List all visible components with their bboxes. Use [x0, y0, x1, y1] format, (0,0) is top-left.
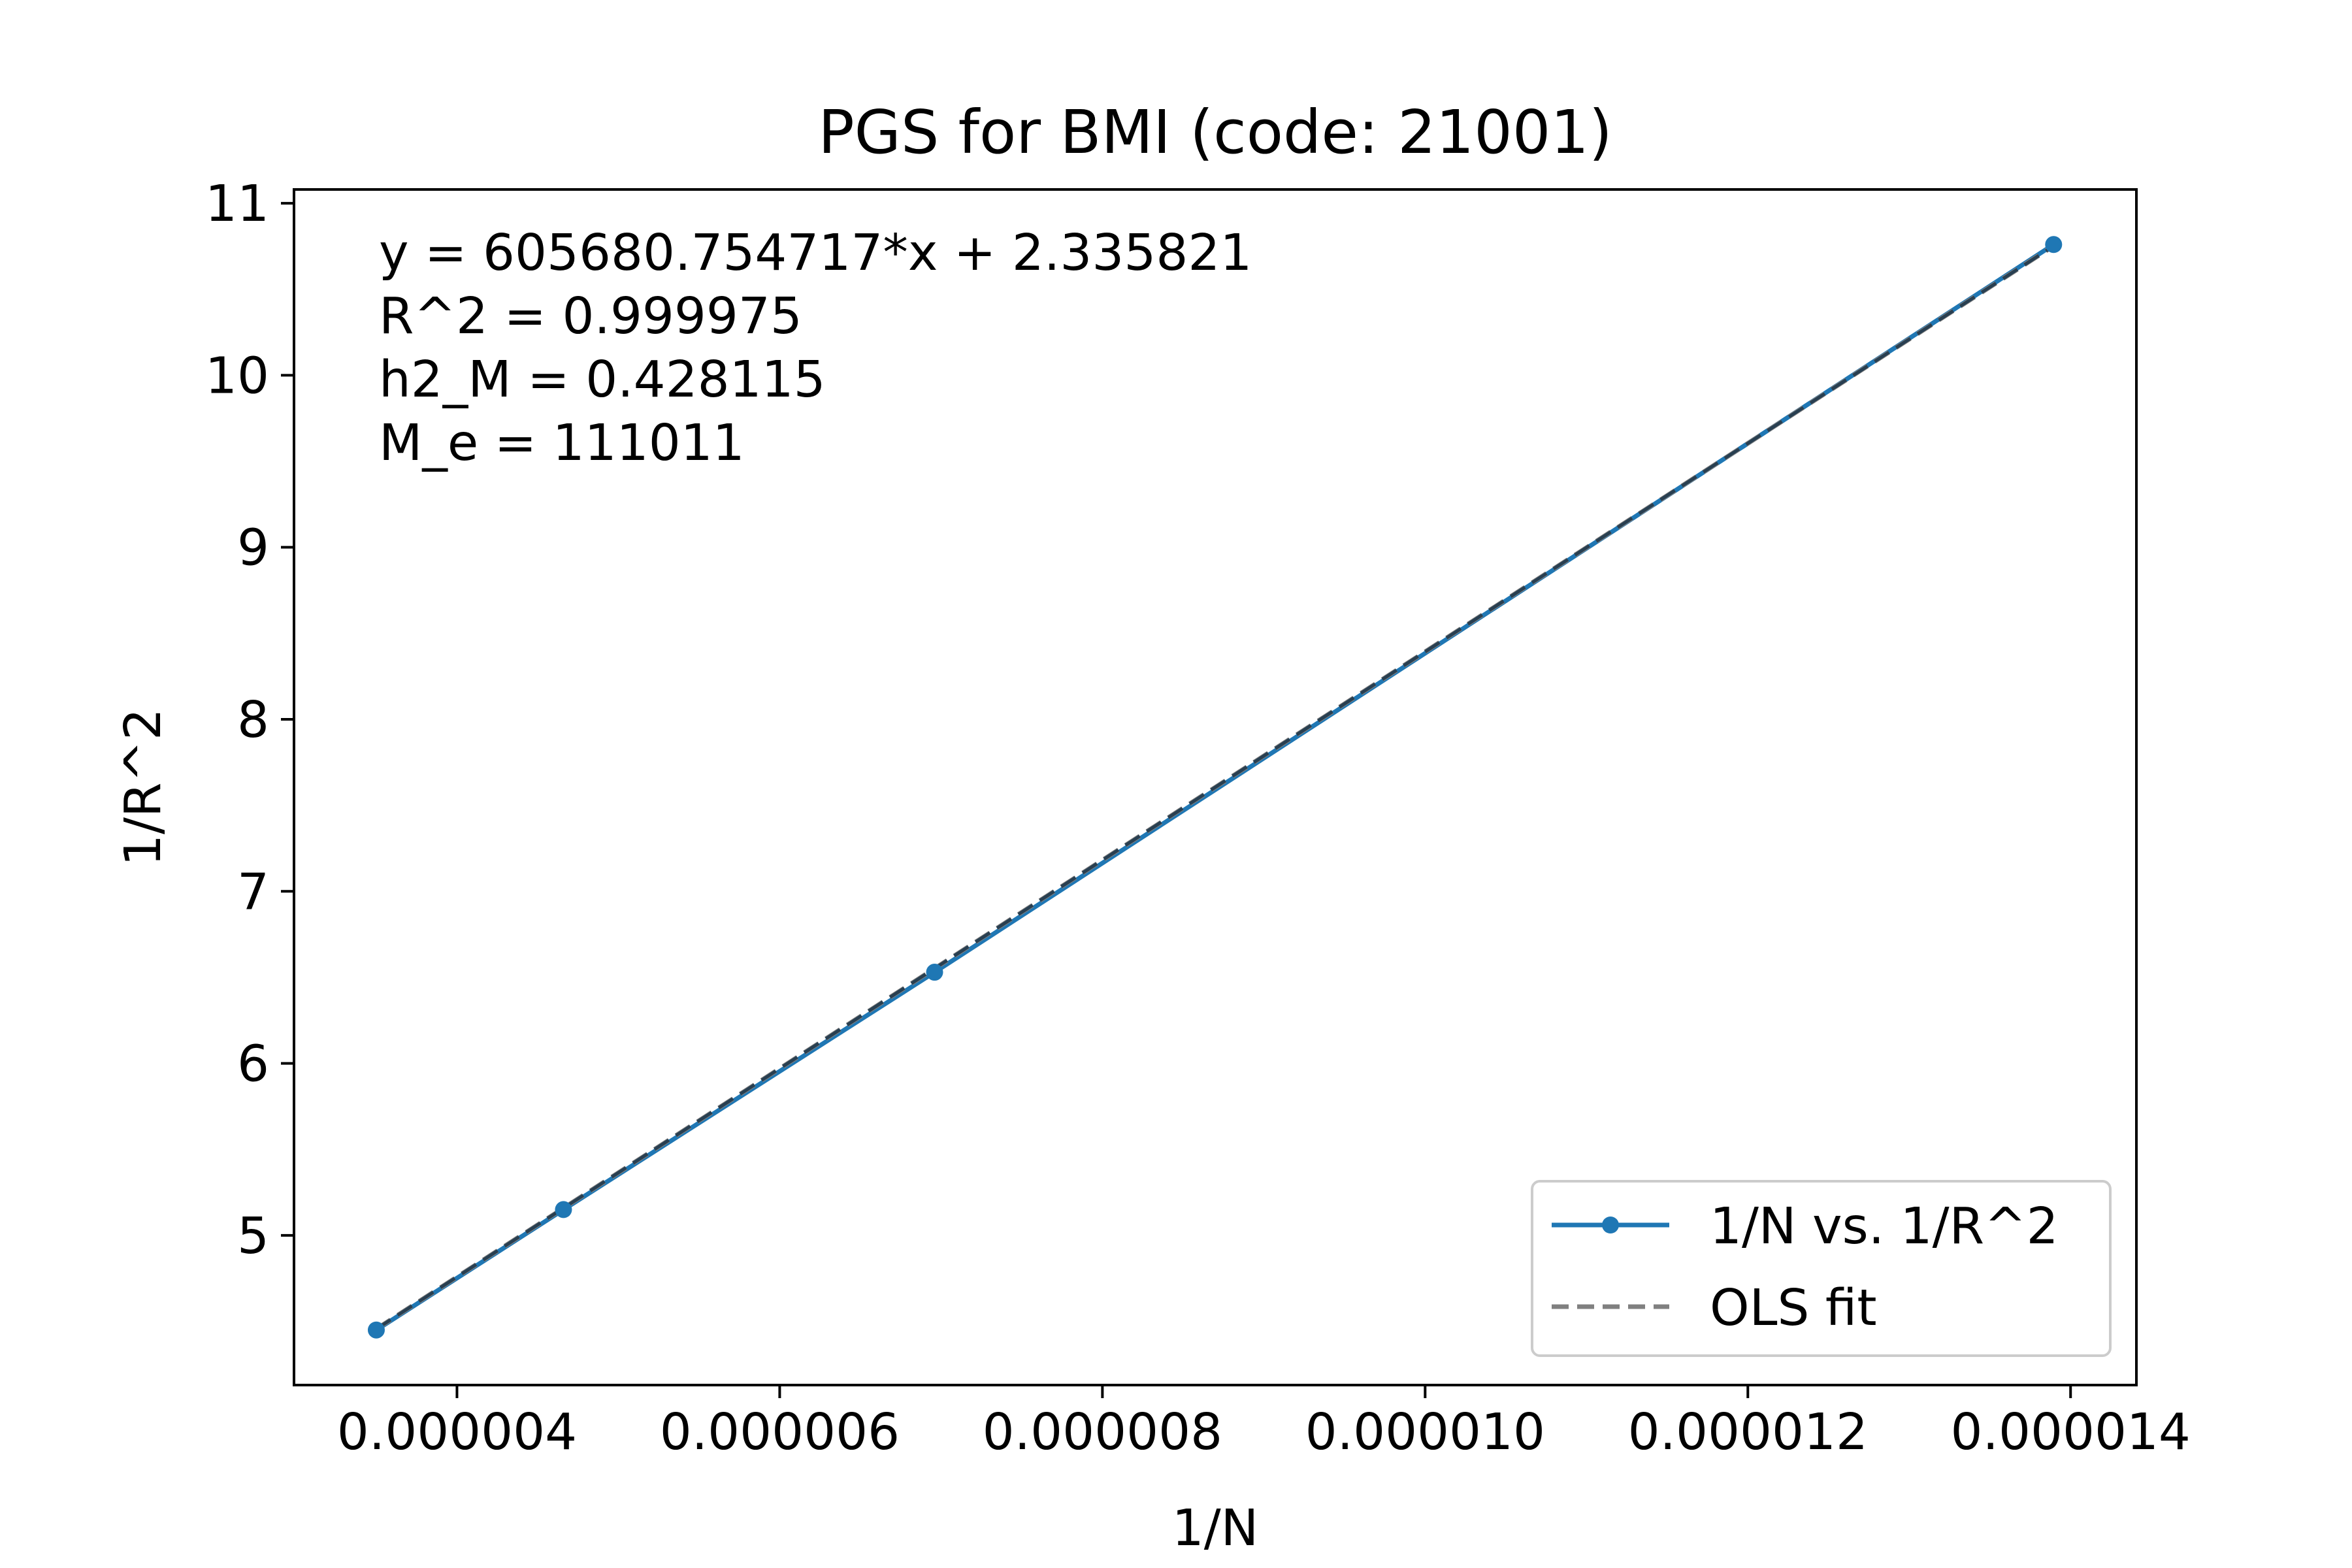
legend-box: [1531, 1180, 2112, 1357]
data-point: [2045, 236, 2063, 253]
series-layer: [367, 236, 2063, 1339]
legend-marker-swatch: [1602, 1217, 1619, 1233]
annotation-block: y = 605680.754717*x + 2.335821 R^2 = 0.9…: [379, 224, 1252, 472]
legend-label-fit: OLS fit: [1710, 1279, 1877, 1337]
y-tick-label: 8: [237, 691, 269, 749]
x-tick-label: 0.000012: [1628, 1403, 1868, 1462]
y-axis-label: 1/R^2: [114, 708, 172, 866]
y-tick-label: 6: [237, 1036, 269, 1094]
x-tick-label: 0.000014: [1951, 1403, 2191, 1462]
legend-label-data: 1/N vs. 1/R^2: [1710, 1198, 2059, 1256]
chart-title: PGS for BMI (code: 21001): [818, 97, 1612, 167]
y-tick-label: 11: [205, 175, 269, 233]
data-point: [367, 1321, 385, 1339]
data-point: [926, 964, 943, 981]
y-tick-label: 9: [237, 519, 269, 578]
y-tick-label: 10: [205, 347, 269, 405]
x-tick-label: 0.000010: [1305, 1403, 1545, 1462]
x-axis-ticks: 0.000004 0.000006 0.000008 0.000010 0.000012…: [337, 1385, 2191, 1462]
x-tick-label: 0.000006: [660, 1403, 900, 1462]
legend: 1/N vs. 1/R^2 OLS fit: [1531, 1180, 2112, 1357]
x-tick-label: 0.000008: [983, 1403, 1222, 1462]
y-tick-label: 5: [237, 1207, 269, 1266]
annotation-r-squared: R^2 = 0.999975: [379, 287, 802, 346]
y-tick-label: 7: [237, 863, 269, 921]
annotation-equation: y = 605680.754717*x + 2.335821: [379, 224, 1252, 282]
y-axis-ticks: 5 6 7 8 9 10 11: [205, 175, 294, 1266]
series-line-ols-fit-overlay: [375, 244, 2055, 1331]
annotation-me: M_e = 111011: [379, 414, 745, 472]
x-axis-label: 1/N: [1172, 1499, 1259, 1558]
data-point: [555, 1201, 572, 1218]
axes-frame: [293, 188, 2138, 1386]
x-tick-label: 0.000004: [337, 1403, 577, 1462]
annotation-h2m: h2_M = 0.428115: [379, 351, 826, 409]
